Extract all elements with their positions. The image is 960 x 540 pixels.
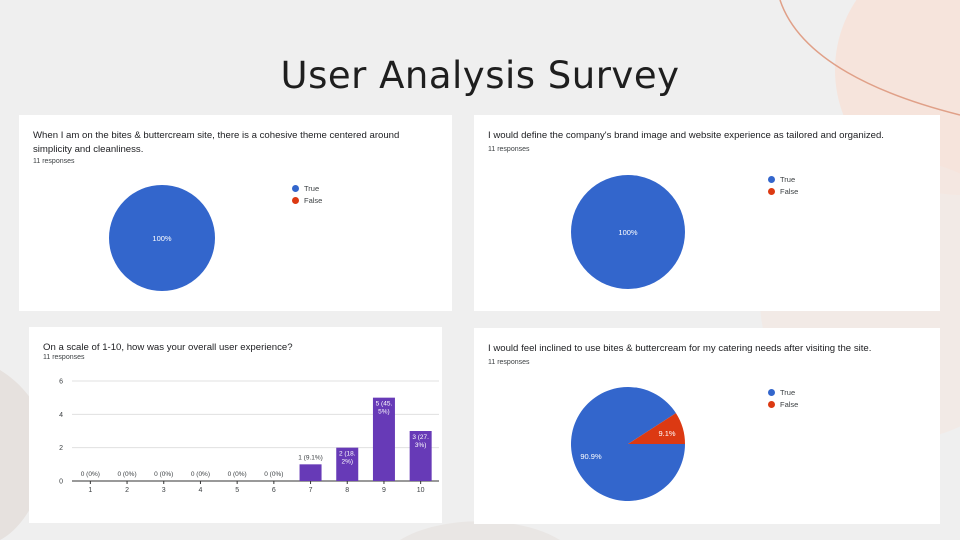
legend-label: False	[780, 186, 799, 196]
data-label: 5 (45.	[376, 401, 393, 408]
question-text: I would define the company's brand image…	[488, 130, 884, 141]
data-label: 3 (27.	[412, 434, 429, 441]
x-tick-label: 1	[88, 487, 92, 494]
bar	[299, 464, 322, 481]
legend-label: True	[304, 183, 320, 193]
pie-card-brand-image: I would define the company's brand image…	[474, 115, 940, 311]
pie-slice-label: 100%	[618, 228, 638, 237]
bar-chart: 0 2 4 6 0 (0%) 0 (0%) 0 (0%) 0 (0%) 0 (0%) 0 (0%…	[59, 379, 439, 494]
slide-title: User Analysis Survey	[280, 54, 680, 97]
pie-slice-label: 9.1%	[658, 429, 675, 438]
pie-chart: 100%	[571, 175, 685, 289]
data-label: 0 (0%)	[117, 471, 136, 478]
pie-slice-true	[109, 185, 215, 291]
x-tick-label: 2	[125, 487, 129, 494]
x-tick-label: 4	[198, 487, 202, 494]
pie-slice-label: 90.9%	[580, 452, 602, 461]
pie-card-catering-intent: I would feel inclined to use bites & but…	[474, 328, 940, 524]
legend-label: False	[780, 399, 799, 409]
x-tick-label: 3	[162, 487, 166, 494]
legend-label: False	[304, 195, 323, 205]
chart-legend: True False	[768, 173, 798, 197]
bar-card-user-experience: On a scale of 1-10, how was your overall…	[29, 327, 442, 523]
data-label: 0 (0%)	[154, 471, 173, 478]
data-label: 2%)	[341, 459, 353, 466]
legend-item-false: False	[292, 194, 322, 206]
pie-slice-false	[628, 413, 685, 444]
response-count: 11 responses	[488, 146, 530, 153]
pie-card-cohesive-theme: When I am on the bites & buttercream sit…	[19, 115, 452, 311]
response-count: 11 responses	[43, 354, 85, 361]
x-tick-label: 9	[382, 487, 386, 494]
data-label: 0 (0%)	[264, 471, 283, 478]
pie-chart: 100%	[109, 185, 215, 291]
legend-item-false: False	[768, 398, 798, 410]
legend-item-true: True	[768, 173, 798, 185]
data-label: 1 (9.1%)	[298, 454, 323, 461]
question-text: On a scale of 1-10, how was your overall…	[43, 342, 293, 353]
legend-label: True	[780, 174, 796, 184]
pie-slice-true	[571, 175, 685, 289]
legend-item-false: False	[768, 185, 798, 197]
x-tick-label: 8	[345, 487, 349, 494]
legend-item-true: True	[768, 386, 798, 398]
y-tick-label: 2	[59, 445, 63, 452]
bar	[409, 431, 432, 481]
response-count: 11 responses	[488, 359, 530, 366]
data-label: 0 (0%)	[228, 471, 247, 478]
question-text: When I am on the bites & buttercream sit…	[33, 130, 400, 155]
data-label: 0 (0%)	[81, 471, 100, 478]
bar	[372, 397, 395, 481]
y-tick-label: 4	[59, 412, 63, 419]
x-tick-label: 7	[309, 487, 313, 494]
chart-legend: True False	[292, 182, 322, 206]
data-label: 5%)	[378, 409, 390, 416]
pie-slice-label: 100%	[152, 234, 172, 243]
y-tick-label: 6	[59, 379, 63, 386]
y-tick-label: 0	[59, 479, 63, 486]
bar	[336, 447, 359, 481]
legend-item-true: True	[292, 182, 322, 194]
data-label: 2 (18.	[339, 451, 356, 458]
data-label: 3%)	[415, 442, 427, 449]
question-text: I would feel inclined to use bites & but…	[488, 343, 872, 354]
chart-legend: True False	[768, 386, 798, 410]
data-label: 0 (0%)	[191, 471, 210, 478]
x-tick-label: 5	[235, 487, 239, 494]
legend-label: True	[780, 387, 796, 397]
x-tick-label: 10	[417, 487, 425, 494]
response-count: 11 responses	[33, 158, 75, 165]
pie-chart: 90.9% 9.1%	[571, 387, 685, 501]
x-tick-label: 6	[272, 487, 276, 494]
